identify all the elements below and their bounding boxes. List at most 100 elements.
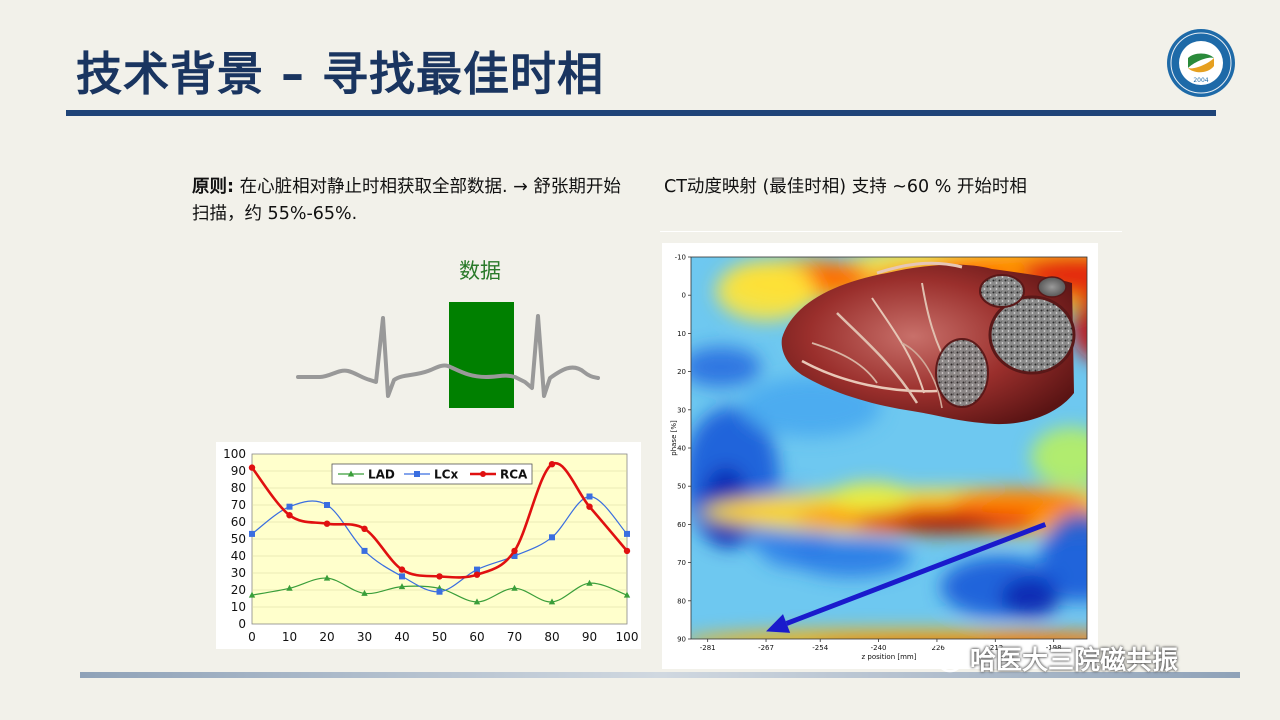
heat-region: [791, 537, 911, 577]
legend-label-rca: RCA: [500, 468, 528, 482]
x-tick-label: 70: [507, 630, 522, 644]
z-axis-label: z position [mm]: [862, 653, 917, 661]
phase-tick-label: 0: [682, 292, 686, 300]
point-lad: [398, 583, 406, 590]
point-rca: [286, 512, 293, 519]
legend-marker-lad: [347, 470, 355, 477]
y-tick-label: 0: [238, 617, 246, 631]
point-lad: [586, 579, 593, 586]
caption-rule: [660, 231, 1122, 232]
z-tick-label: -281: [700, 644, 716, 652]
point-rca: [323, 520, 331, 527]
point-rca: [473, 571, 481, 578]
x-tick-label: 0: [248, 630, 256, 644]
phase-tick-label: 40: [677, 445, 686, 453]
heat-region: [691, 629, 1087, 639]
z-tick-label: -254: [812, 644, 828, 652]
x-tick-label: 60: [469, 630, 484, 644]
point-lcx: [399, 573, 405, 580]
y-tick-label: 60: [231, 515, 246, 529]
principle-body: 在心脏相对静止时相获取全部数据. → 舒张期开始扫描，约 55%-65%.: [192, 177, 621, 224]
point-rca: [436, 573, 443, 580]
heat-region: [831, 482, 911, 512]
university-logo: 2004: [1167, 29, 1235, 97]
point-rca: [623, 547, 631, 555]
legend-label-lad: LAD: [368, 468, 395, 482]
point-lad: [323, 574, 331, 581]
y-tick-label: 10: [231, 600, 246, 614]
phase-tick-label: 60: [677, 521, 686, 529]
point-lcx: [624, 530, 630, 537]
heat-region: [896, 519, 996, 535]
heat-region: [1001, 577, 1061, 617]
bottom-rule: [80, 672, 1240, 678]
point-rca: [586, 503, 593, 510]
z-tick-label: -226: [929, 644, 945, 652]
point-lad: [511, 584, 518, 591]
arrowhead: [766, 614, 791, 633]
title-rule: [66, 110, 1216, 116]
point-lad: [548, 598, 556, 605]
point-lad: [623, 591, 631, 598]
point-lcx: [511, 553, 518, 559]
acquisition-window: [449, 302, 514, 408]
point-lcx: [361, 547, 368, 554]
point-lcx: [436, 588, 443, 595]
heat-region: [691, 347, 761, 387]
point-lcx: [549, 534, 555, 541]
point-lad: [248, 591, 256, 598]
wechat-icon: [924, 642, 963, 673]
principle-label: 原则:: [192, 177, 234, 197]
y-tick-label: 40: [231, 549, 246, 563]
motion-map-panel: -10 0 10 20 30 40 50 60 70 80 90 -281 -267 -254 -240 -2…: [662, 243, 1098, 669]
point-lcx: [286, 503, 293, 510]
principle-text: 原则: 在心脏相对静止时相获取全部数据. → 舒张期开始扫描，约 55%-65%…: [192, 174, 622, 228]
point-lcx: [586, 493, 593, 500]
legend-marker-lcx: [414, 471, 420, 477]
y-tick-label: 90: [231, 464, 246, 478]
phase-tick-label: 70: [677, 559, 686, 567]
x-tick-label: 90: [582, 630, 597, 644]
legend-label-lcx: LCx: [434, 468, 458, 482]
point-lad: [286, 584, 293, 591]
phase-tick-label: 30: [677, 406, 686, 414]
phase-axis-label: phase [%]: [670, 420, 678, 456]
point-lcx: [324, 502, 330, 508]
heart-3d-rendering: [781, 261, 1076, 425]
phase-tick-label: 50: [677, 483, 686, 491]
point-rca: [548, 461, 556, 468]
ecg-data-label: 数据: [459, 259, 501, 283]
legend-box: [331, 463, 533, 485]
heat-region: [1031, 427, 1087, 487]
z-tick-label: -212: [987, 644, 1003, 652]
x-tick-label: 10: [282, 630, 297, 644]
point-lcx: [249, 530, 255, 537]
phase-tick-label: 90: [677, 636, 686, 644]
y-tick-label: 80: [231, 481, 246, 495]
y-tick-label: 70: [231, 498, 246, 512]
heat-region: [1071, 296, 1087, 358]
x-tick-label: 20: [319, 630, 334, 644]
y-tick-label: 50: [231, 532, 246, 546]
ecg-diagram: 数据: [296, 259, 600, 408]
point-rca: [398, 566, 406, 573]
heat-region: [721, 503, 801, 521]
x-tick-label: 100: [616, 630, 639, 644]
phase-tick-label: 20: [677, 368, 686, 376]
watermark: 哈医大三院磁共振: [924, 636, 1178, 680]
best-phase-arrow: [785, 522, 1047, 626]
heat-region: [1041, 512, 1087, 602]
x-tick-label: 80: [544, 630, 559, 644]
phase-tick-label: -10: [675, 254, 686, 262]
phase-tick-label: 10: [677, 330, 686, 338]
x-tick-label: 30: [357, 630, 372, 644]
point-lad: [361, 589, 368, 596]
phase-line-chart: 0 10 20 30 40 50 60 70 80 90 100 0 10 20 30 40 50 60 70 80 9…: [216, 442, 641, 649]
z-tick-label: -267: [758, 644, 774, 652]
x-tick-label: 40: [394, 630, 409, 644]
heat-region: [951, 489, 1087, 515]
ecg-waveform: [296, 314, 600, 398]
point-rca: [511, 547, 518, 555]
motion-heatmap: -10 0 10 20 30 40 50 60 70 80 90 -281 -267 -254 -240 -2…: [670, 254, 1088, 661]
ct-caption: CT动度映射 (最佳时相) 支持 ~60 % 开始时相: [664, 177, 1027, 197]
